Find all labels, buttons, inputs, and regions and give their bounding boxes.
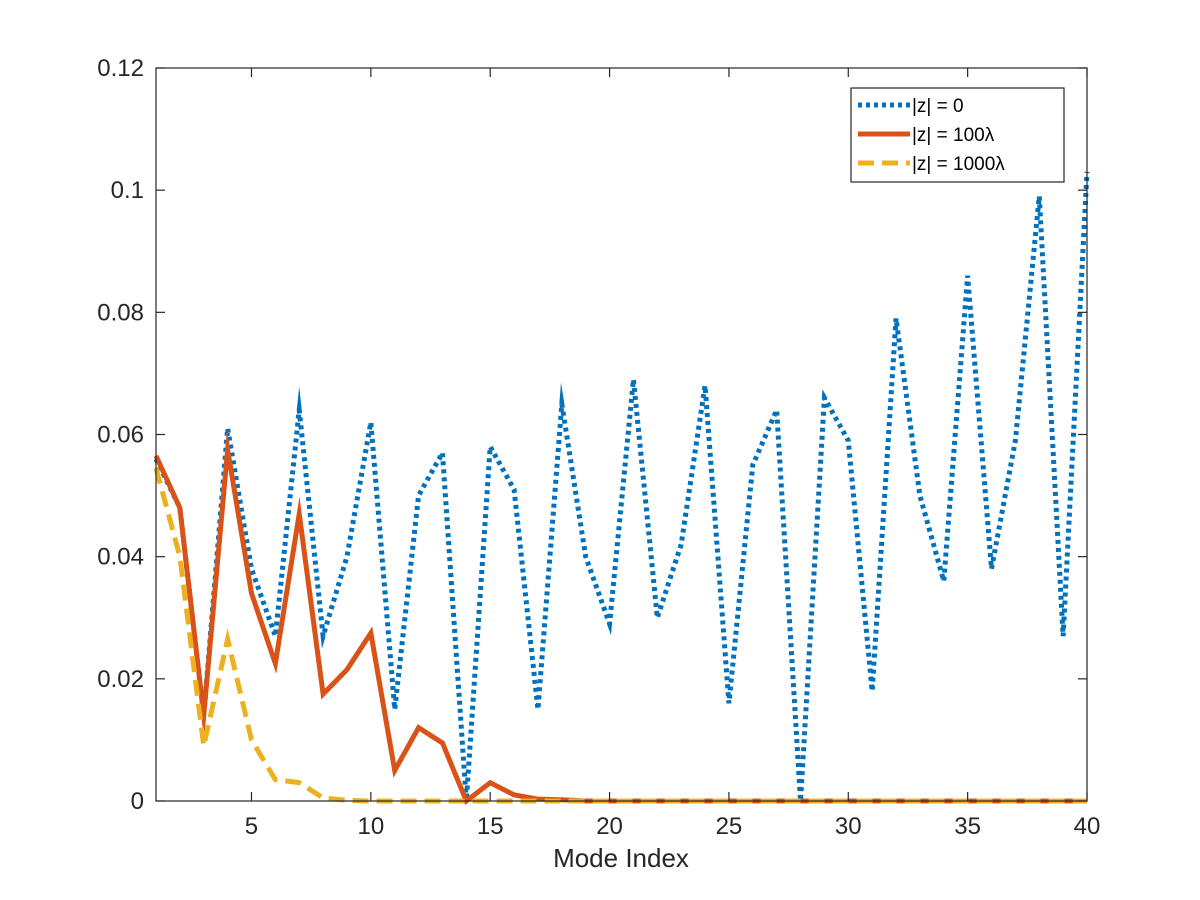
y-tick-label: 0.04 (97, 544, 144, 571)
legend: |z| = 0 |z| = 100λ |z| = 1000λ (850, 87, 1065, 183)
legend-label-3: |z| = 1000λ (912, 154, 1005, 175)
x-tick-label: 20 (596, 813, 623, 840)
x-tick-label: 25 (716, 813, 743, 840)
y-tick-label: 0 (131, 788, 144, 815)
x-tick-label: 35 (954, 813, 981, 840)
axes-layer: 5 10 15 20 25 30 35 40 0 0.02 0.04 0.06 0.08 0.1 0.12 (97, 55, 1100, 840)
series-line-1 (153, 171, 1090, 802)
x-axis-title: Mode Index (553, 843, 689, 873)
y-tick-label: 0.1 (111, 177, 144, 204)
y-tick-label: 0.08 (97, 299, 144, 326)
y-tick-label: 0.06 (97, 422, 144, 449)
legend-label-2: |z| = 100λ (912, 125, 995, 146)
legend-label-1: |z| = 0 (912, 96, 964, 117)
x-tick-label: 5 (245, 813, 258, 840)
plot-area (156, 68, 1087, 801)
x-tick-label: 30 (835, 813, 862, 840)
y-tick-label: 0.02 (97, 666, 144, 693)
x-tick-label: 10 (357, 813, 384, 840)
x-tick-label: 15 (477, 813, 504, 840)
y-tick-label: 0.12 (97, 55, 144, 82)
x-tick-label: 40 (1074, 813, 1101, 840)
